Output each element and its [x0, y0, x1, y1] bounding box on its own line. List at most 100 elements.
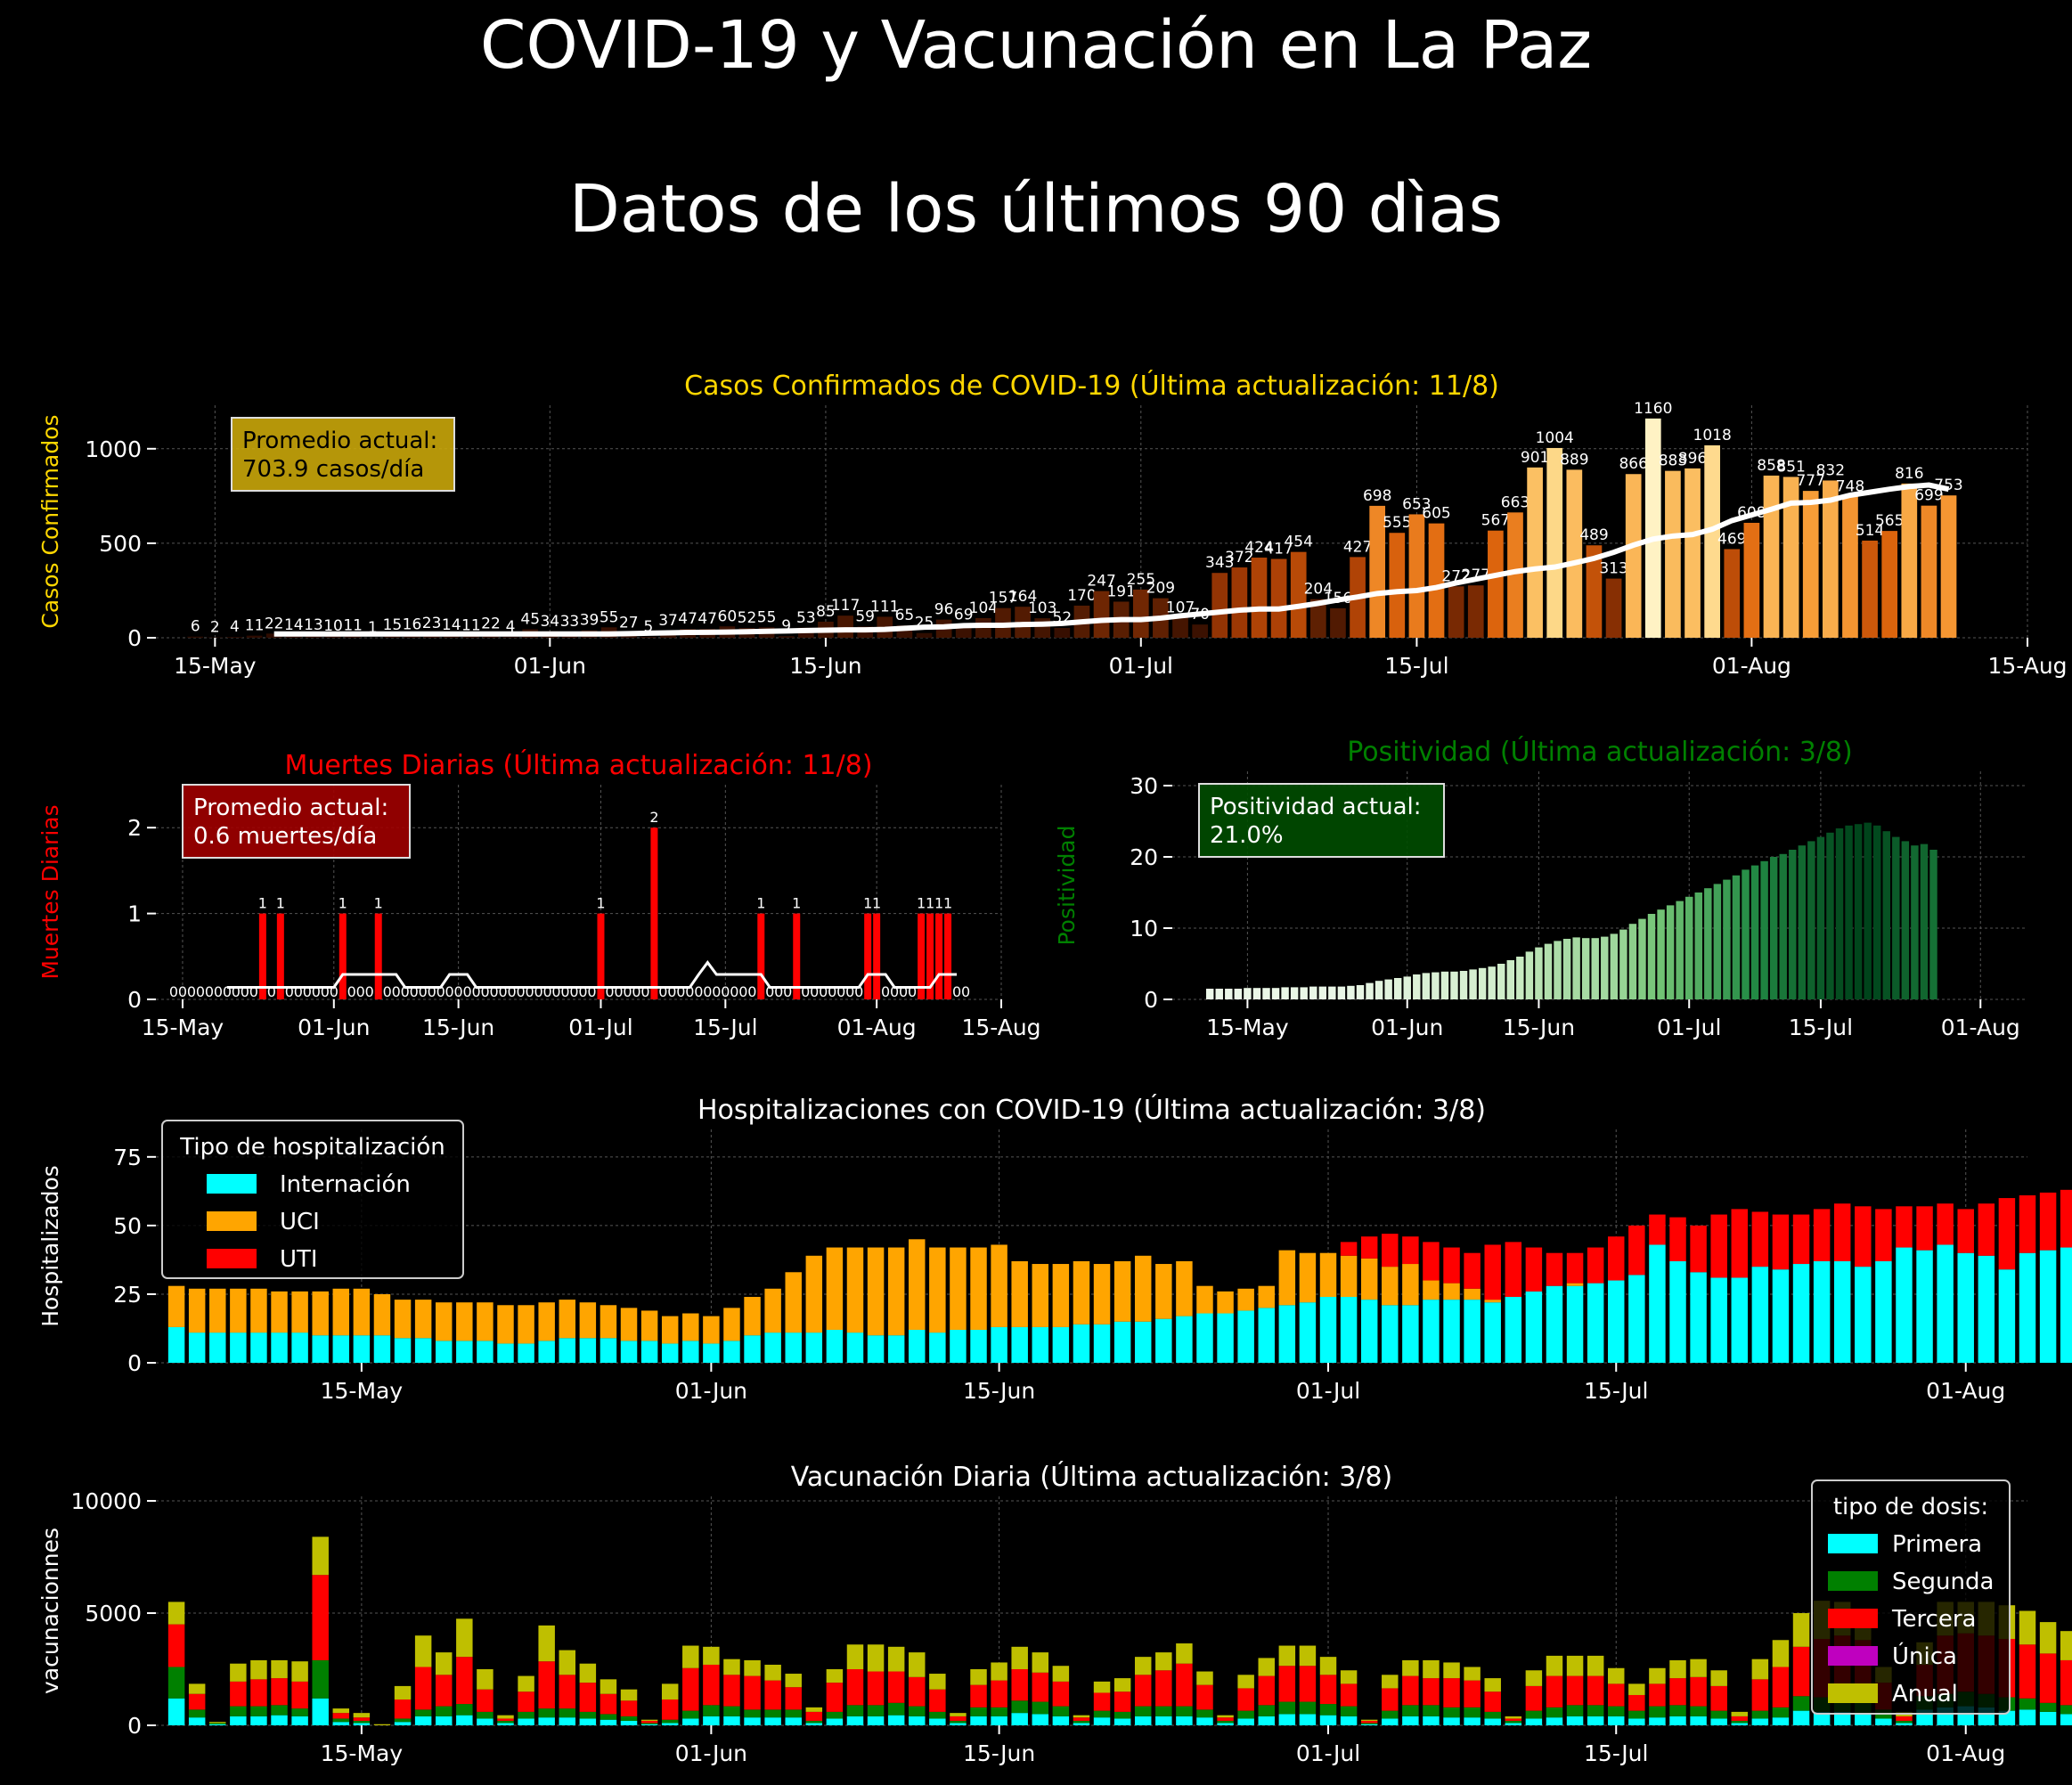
- deaths-data-label: 0: [712, 983, 721, 1000]
- vacc-bar-Anual: [394, 1685, 412, 1700]
- vacc-bar-Tercera: [1751, 1679, 1769, 1711]
- vacc-bar-Segunda: [209, 1723, 226, 1724]
- cases-data-label: 4: [506, 618, 516, 636]
- positivity-bar: [1544, 943, 1553, 999]
- cases-data-label: 47: [697, 610, 717, 628]
- vacc-bar-Anual: [950, 1713, 967, 1716]
- positivity-bar: [1375, 981, 1383, 999]
- vacc-bar-Segunda: [970, 1707, 987, 1716]
- deaths-xtick-label: 01-Jul: [568, 1015, 632, 1040]
- vacc-bar-Tercera: [1649, 1683, 1666, 1707]
- cases-data-label: 255: [1127, 571, 1155, 589]
- vacc-bar-Anual: [1505, 1716, 1522, 1719]
- hosp-internacion-bar: [1443, 1300, 1460, 1363]
- deaths-data-label: 0: [445, 983, 454, 1000]
- positivity-bar: [1366, 982, 1374, 999]
- cases-data-label: 2: [210, 619, 220, 637]
- hosp-uti-bar: [1957, 1209, 1974, 1253]
- cases-bar: [1192, 624, 1208, 638]
- positivity-bar: [1572, 937, 1580, 999]
- cases-bar: [1566, 469, 1583, 638]
- hosp-uti-bar: [1710, 1214, 1727, 1278]
- hosp-uti-bar: [1855, 1206, 1872, 1267]
- cases-annotation-line: Promedio actual:: [242, 428, 437, 454]
- vacc-bar-Segunda: [2039, 1702, 2057, 1712]
- cases-data-label: 816: [1895, 465, 1923, 483]
- deaths-data-label: 1: [276, 895, 285, 912]
- hosp-legend-title: Tipo de hospitalización: [179, 1134, 445, 1161]
- vacc-bar-Segunda: [1011, 1700, 1028, 1714]
- cases-bar: [1211, 573, 1228, 638]
- vacc-bar-Primera: [1423, 1716, 1440, 1725]
- positivity-bar: [1554, 941, 1562, 999]
- hosp-uci-bar: [559, 1300, 575, 1339]
- positivity-bar: [1581, 938, 1590, 999]
- vacc-bar-Segunda: [1423, 1705, 1440, 1716]
- vacc-bar-Tercera: [1011, 1669, 1028, 1701]
- cases-data-label: 65: [895, 607, 915, 624]
- vacc-bar-Segunda: [991, 1707, 1007, 1716]
- vacc-bar-Segunda: [1443, 1707, 1460, 1718]
- cases-data-label: 164: [1008, 588, 1037, 606]
- positivity-bar: [1713, 884, 1722, 999]
- vacc-bar-Anual: [1093, 1681, 1111, 1693]
- positivity-xtick-label: 15-May: [1206, 1015, 1289, 1040]
- hosp-uci-bar: [291, 1291, 308, 1333]
- hosp-uci-bar: [620, 1308, 638, 1341]
- cases-data-label: 22: [481, 615, 501, 632]
- vaccination-panel: Vacunación Diaria (Última actualización:…: [37, 1460, 2072, 1766]
- deaths-bar: [597, 913, 605, 999]
- positivity-bar: [1309, 986, 1317, 999]
- positivity-bar: [1854, 824, 1863, 999]
- deaths-annotation-line: Promedio actual:: [193, 795, 388, 821]
- positivity-bar: [1300, 987, 1308, 999]
- hospitalizations-ytick-label: 50: [113, 1213, 142, 1239]
- vacc-bar-Tercera: [332, 1713, 350, 1719]
- positivity-annotation-line: Positividad actual:: [1210, 794, 1421, 820]
- vacc-bar-Anual: [785, 1674, 802, 1688]
- hosp-internacion-bar: [456, 1341, 473, 1363]
- cases-bar: [640, 636, 657, 638]
- vacc-bar-Primera: [723, 1716, 740, 1725]
- vacc-bar-Anual: [1196, 1671, 1213, 1685]
- hosp-uci-bar: [764, 1288, 781, 1333]
- vacc-bar-Primera: [1011, 1713, 1028, 1725]
- vacc-bar-Segunda: [167, 1667, 185, 1699]
- positivity-xtick-label: 01-Aug: [1941, 1015, 2020, 1040]
- vacc-bar-Anual: [1258, 1658, 1275, 1676]
- vacc-bar-Primera: [1217, 1723, 1234, 1725]
- hosp-uci-bar: [456, 1302, 473, 1341]
- cases-data-label: 104: [969, 599, 998, 617]
- hosp-internacion-bar: [209, 1333, 226, 1363]
- vacc-bar-Anual: [1710, 1670, 1727, 1686]
- cases-bar: [1763, 475, 1780, 638]
- hospitalizations-ytick-label: 0: [127, 1350, 142, 1376]
- deaths-annotation-line: 0.6 muertes/día: [193, 823, 377, 850]
- positivity-bar: [1769, 857, 1778, 999]
- hosp-internacion-bar: [1093, 1324, 1111, 1363]
- vacc-bar-Tercera: [353, 1717, 371, 1721]
- vacc-bar-Primera: [2039, 1711, 2057, 1725]
- positivity-ytick-label: 20: [1130, 844, 1158, 870]
- vacc-bar-Anual: [1134, 1657, 1152, 1675]
- hosp-uci-bar: [744, 1297, 761, 1336]
- positivity-bar: [1619, 929, 1627, 999]
- hosp-internacion-bar: [167, 1326, 185, 1363]
- deaths-data-label: 0: [836, 983, 845, 1000]
- cases-annotation-line: 703.9 casos/día: [242, 456, 424, 483]
- hosp-internacion-bar: [1484, 1302, 1501, 1363]
- hospitalizations-title: Hospitalizaciones con COVID-19 (Última a…: [697, 1093, 1486, 1126]
- deaths-data-label: 0: [801, 983, 810, 1000]
- hosp-internacion-bar: [1669, 1260, 1686, 1363]
- vacc-bar-Tercera: [1402, 1675, 1419, 1706]
- vacc-bar-Segunda: [1649, 1706, 1666, 1718]
- positivity-annotation-line: 21.0%: [1210, 822, 1284, 849]
- deaths-data-label: 0: [560, 983, 569, 1000]
- vacc-bar-Segunda: [1360, 1723, 1378, 1724]
- vacc-bar-Primera: [1505, 1723, 1522, 1725]
- hosp-uti-bar: [1875, 1209, 1892, 1261]
- hosp-legend-label: UTI: [280, 1246, 318, 1273]
- cases-bar: [1743, 522, 1760, 638]
- deaths-data-label: 0: [534, 983, 542, 1000]
- deaths-ytick-label: 1: [127, 901, 142, 927]
